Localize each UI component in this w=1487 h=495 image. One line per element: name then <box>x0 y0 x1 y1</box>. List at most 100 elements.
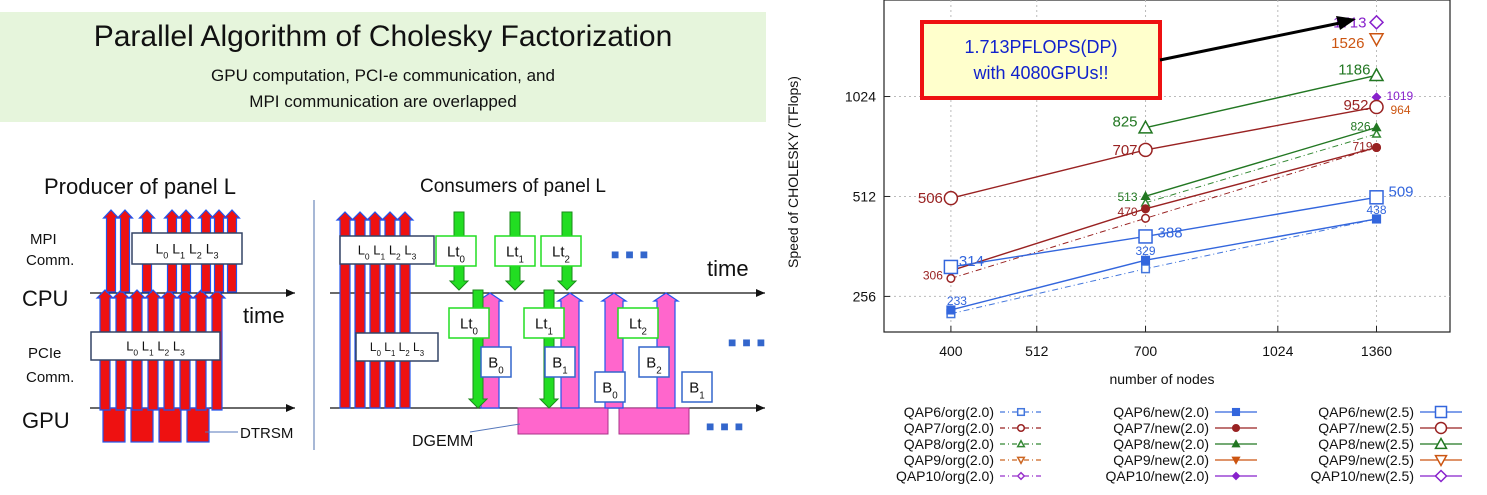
series-qap6-new-2-0--point <box>1371 214 1382 224</box>
lt-box <box>448 307 490 339</box>
slide-subtitle-line2: MPI communication are overlapped <box>249 92 517 111</box>
x-tick-label: 400 <box>939 343 963 359</box>
legend-label: QAP8/new(2.5) <box>1318 436 1414 452</box>
lt-box <box>617 307 659 339</box>
b-box-text: B0 <box>602 379 618 401</box>
legend-label: QAP9/org(2.0) <box>904 452 994 468</box>
legend-label: QAP9/new(2.5) <box>1318 452 1414 468</box>
slide-subtitle-line1: GPU computation, PCI-e communication, an… <box>211 66 555 85</box>
series-qap8-new-2-5--point <box>1368 67 1385 82</box>
lt-box-text: Lt1 <box>506 243 524 265</box>
series-qap7-new-2-0--point <box>1371 142 1382 153</box>
dgemm-pointer <box>469 423 521 433</box>
legend-label: QAP8/org(2.0) <box>904 436 994 452</box>
legend-label: QAP10/new(2.0) <box>1106 468 1210 484</box>
dgemm-label: DGEMM <box>412 433 473 450</box>
b-box <box>681 371 713 403</box>
series-qap9-org-2-0--point <box>1371 103 1382 113</box>
series-qap8-org-2-0--point <box>1140 197 1151 207</box>
producer-time-label: time <box>243 303 285 328</box>
series-qap8-new-2-0--line <box>1145 126 1377 197</box>
data-label: 233 <box>947 294 967 308</box>
series-qap7-org-2-0--line <box>950 147 1377 279</box>
legend-marker <box>1016 423 1026 433</box>
callout-line2: with 4080GPUs!! <box>972 63 1108 83</box>
cpu-label: CPU <box>22 286 68 311</box>
legend-marker <box>1016 407 1026 417</box>
series-qap7-org-2-0--point <box>946 273 956 283</box>
series-qap6-new-2-5--point <box>1369 190 1384 205</box>
legend-marker <box>1231 423 1241 433</box>
dtrsm-block <box>102 407 126 443</box>
data-label: 825 <box>1112 114 1137 131</box>
producer-mpi-box <box>131 232 243 265</box>
dtrsm-block <box>130 407 154 443</box>
series-qap8-new-2-5--line <box>1145 74 1377 129</box>
data-label: 314 <box>959 253 984 270</box>
lt-box <box>435 235 477 267</box>
gpu-timeline-consumer-arrowhead <box>756 404 765 412</box>
series-qap8-new-2-5--point <box>1137 119 1154 134</box>
consumer-mpi-box-text: L0 L1 L2 L3 <box>358 243 417 262</box>
dtrsm-block <box>158 407 182 443</box>
producer-pcie-box-text: L0 L1 L2 L3 <box>126 339 185 358</box>
lt-box-text: Lt2 <box>552 243 570 265</box>
legend-label: QAP6/org(2.0) <box>904 404 994 420</box>
data-label: 506 <box>918 190 943 207</box>
series-qap6-new-2-0--point <box>946 305 956 315</box>
legend-label: QAP10/org(2.0) <box>896 468 994 484</box>
legend-marker <box>1434 405 1448 419</box>
mpi-label-1: MPI <box>30 231 57 248</box>
data-label: 388 <box>1158 224 1183 241</box>
data-label: 513 <box>1117 190 1137 204</box>
data-label: 1186 <box>1338 61 1370 78</box>
gpu-timeline-arrowhead <box>286 404 295 412</box>
lt-box-text: Lt1 <box>535 315 553 337</box>
data-label: 719 <box>1352 140 1372 154</box>
legend-label: QAP7/new(2.0) <box>1113 420 1209 436</box>
legend-marker <box>1016 471 1026 481</box>
b-box-text: B2 <box>646 354 661 376</box>
consumer-pcie-box-text: L0 L1 L2 L3 <box>370 340 424 358</box>
b-box <box>480 346 512 378</box>
lt-box <box>494 235 536 267</box>
b-box <box>594 371 626 403</box>
data-label: 826 <box>1350 120 1370 134</box>
y-tick-label: 256 <box>853 288 877 304</box>
data-label: 306 <box>923 269 943 283</box>
b-box-text: B0 <box>488 354 504 376</box>
callout-arrow <box>1159 21 1341 62</box>
legend-label: QAP6/new(2.5) <box>1318 404 1414 420</box>
legend-label: QAP6/new(2.0) <box>1113 404 1209 420</box>
legend-marker <box>1231 471 1241 481</box>
series-qap9-new-2-0--point <box>1371 101 1382 111</box>
legend-marker <box>1016 439 1026 448</box>
pcie-label-1: PCIe <box>28 345 61 362</box>
data-label: 509 <box>1389 183 1414 200</box>
producer-mpi-box-text: L0 L1 L2 L3 <box>155 240 218 260</box>
cholesky-pipeline-diagram: L0 L1 L2 L3 L0 L1 L2 L3 L0 L1 L2 L3 L0 L1 L… <box>22 174 765 450</box>
lt-box-text: Lt0 <box>447 243 466 265</box>
legend-marker <box>1231 407 1241 417</box>
b-box <box>544 346 576 378</box>
legend-label: QAP9/new(2.0) <box>1113 452 1209 468</box>
x-axis-label: number of nodes <box>1109 371 1214 387</box>
legend-marker <box>1016 456 1026 465</box>
y-tick-label: 512 <box>853 188 877 204</box>
legend-label: QAP10/new(2.5) <box>1311 468 1415 484</box>
series-qap7-new-2-5--point <box>1138 142 1153 158</box>
x-tick-label: 700 <box>1134 343 1158 359</box>
data-label: 1526 <box>1331 35 1364 52</box>
data-label: 1019 <box>1387 89 1414 103</box>
series-qap10-org-2-0--point <box>1371 92 1382 103</box>
cpu-timeline-consumer-arrowhead <box>756 289 765 297</box>
legend-marker <box>1231 456 1241 465</box>
callout-box <box>920 20 1162 100</box>
mpi-label-2: Comm. <box>26 252 74 269</box>
series-qap7-org-2-0--point <box>1140 213 1151 223</box>
series-qap8-org-2-0--line <box>1145 133 1377 204</box>
series-qap6-org-2-0--point <box>1140 264 1151 274</box>
producer-mpi-arrow <box>102 209 120 293</box>
title-banner <box>0 12 766 122</box>
dtrsm-block <box>186 407 210 443</box>
